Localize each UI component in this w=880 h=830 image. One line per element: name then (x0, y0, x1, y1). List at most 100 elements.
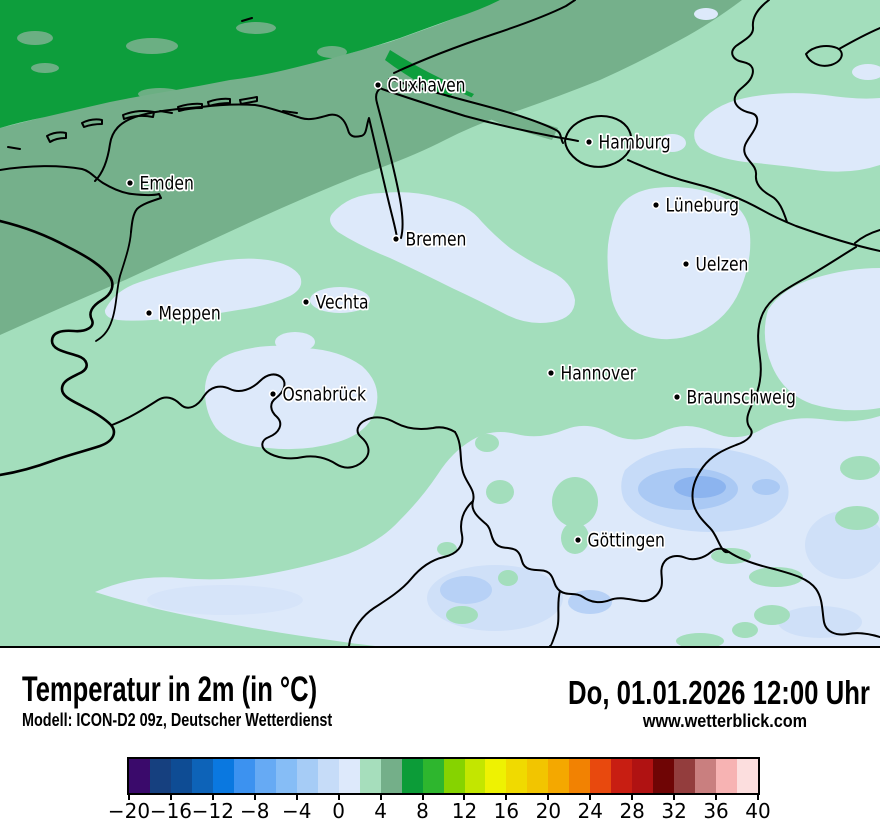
colorbar-tick (128, 793, 130, 800)
colorbar-tick (463, 793, 466, 800)
colorbar-cell (338, 759, 360, 793)
city-dot (681, 259, 691, 269)
city-marker-cuxhaven: Cuxhaven (373, 73, 467, 99)
city-dot (373, 80, 383, 90)
map-area: Cuxhaven Hamburg Emden Lüneburg Bremen Uelzen… (0, 0, 880, 648)
colorbar-tick (715, 793, 718, 800)
colorbar-cell (548, 759, 570, 793)
city-marker-meppen: Meppen (144, 301, 222, 327)
colorbar-tick-label: 4 (374, 799, 387, 823)
city-label: Hannover (561, 363, 637, 385)
city-marker-osnabrück: Osnabrück (268, 382, 368, 408)
colorbar-tick-label: 32 (661, 799, 687, 823)
colorbar-tick-label: −4 (281, 799, 312, 823)
website-label: www.wetterblick.com (642, 711, 808, 731)
colorbar-tick-label: −16 (149, 799, 193, 823)
map-region-elbe-estuary-warm (385, 50, 474, 105)
city-marker-hannover: Hannover (546, 361, 639, 387)
state-border-saxony-anhalt (691, 246, 857, 554)
river-elbe-upstream (627, 159, 880, 252)
colorbar-tick (253, 793, 256, 800)
river-elbe-branch (854, 229, 880, 244)
colorbar-cell (296, 759, 318, 793)
city-label: Uelzen (696, 254, 749, 276)
city-dot (391, 234, 401, 244)
city-markers: Cuxhaven Hamburg Emden Lüneburg Bremen Uelzen… (125, 73, 798, 554)
city-label: Göttingen (588, 530, 665, 552)
river-elbe-south-bank (381, 88, 579, 142)
city-dot (301, 297, 311, 307)
city-marker-uelzen: Uelzen (681, 252, 750, 278)
colorbar-tick (295, 793, 298, 800)
temperature-colorbar (127, 757, 760, 795)
colorbar-tick-label: 40 (745, 799, 771, 823)
colorbar-cell (149, 759, 171, 793)
state-border-west-branch (348, 500, 474, 646)
colorbar-cell (485, 759, 507, 793)
river-ems (95, 231, 132, 342)
city-label: Braunschweig (687, 387, 796, 409)
city-dot (573, 535, 583, 545)
colorbar-tick (673, 793, 676, 800)
colorbar-tick (589, 793, 592, 800)
colorbar-tick-label: −8 (240, 799, 270, 823)
colorbar-cell (716, 759, 738, 793)
state-border-southeast (728, 551, 880, 638)
map-region-sea-warm (0, 0, 500, 128)
colorbar-cell (569, 759, 591, 793)
colorbar-cell (464, 759, 486, 793)
islands-east-frisian (7, 17, 298, 150)
model-info-line: Modell: ICON-D2 09z, Deutscher Wetterdie… (22, 710, 333, 730)
city-marker-bremen: Bremen (391, 227, 468, 253)
colorbar-cell (506, 759, 528, 793)
colorbar-cell (129, 759, 150, 793)
city-marker-emden: Emden (125, 171, 195, 197)
state-border-lakes-east (838, 27, 880, 50)
city-marker-braunschweig: Braunschweig (672, 385, 798, 411)
map-region-coastal-band (0, 0, 742, 335)
colorbar-cell (611, 759, 633, 793)
city-label: Lüneburg (666, 195, 739, 217)
colorbar-cell (674, 759, 696, 793)
city-dot (125, 178, 135, 188)
city-marker-vechta: Vechta (301, 290, 370, 316)
colorbar-cell (653, 759, 675, 793)
colorbar-tick-label: 8 (416, 799, 429, 823)
city-marker-hamburg: Hamburg (584, 130, 672, 156)
colorbar-cell (695, 759, 717, 793)
city-dot (546, 368, 556, 378)
colorbar-tick (757, 793, 759, 800)
city-dot (144, 308, 154, 318)
colorbar-cell (590, 759, 612, 793)
colorbar-cell (401, 759, 423, 793)
city-marker-göttingen: Göttingen (573, 528, 666, 554)
colorbar-tick-label: 36 (703, 799, 729, 823)
colorbar-cell (254, 759, 276, 793)
city-label: Vechta (316, 292, 369, 314)
colorbar-cell (422, 759, 444, 793)
river-elbe-north-bank (388, 78, 564, 144)
colorbar-tick (211, 793, 214, 800)
colorbar-tick-label: 24 (577, 799, 603, 823)
city-dot (268, 389, 278, 399)
colorbar-cell (170, 759, 192, 793)
map-south-green-speckles (400, 434, 880, 646)
city-label: Hamburg (599, 132, 671, 154)
page-title: Temperatur in 2m (in °C) (22, 670, 318, 709)
city-dot (672, 392, 682, 402)
lake-ratzeburg (805, 45, 843, 67)
city-marker-lüneburg: Lüneburg (651, 193, 741, 219)
colorbar-cell (317, 759, 339, 793)
city-label: Osnabrück (283, 384, 366, 406)
colorbar-cell (737, 759, 759, 793)
forecast-datetime: Do, 01.01.2026 12:00 Uhr (568, 674, 870, 711)
colorbar-tick (421, 793, 424, 800)
map-sea-speckles (17, 22, 347, 100)
weather-map: Cuxhaven Hamburg Emden Lüneburg Bremen Uelzen… (0, 0, 880, 646)
colorbar-cell (443, 759, 465, 793)
colorbar-tick-label: 28 (619, 799, 645, 823)
city-dot (651, 200, 661, 210)
colorbar-cell (380, 759, 402, 793)
state-border-hamburg (564, 115, 633, 168)
colorbar-tick-label: 16 (493, 799, 520, 823)
